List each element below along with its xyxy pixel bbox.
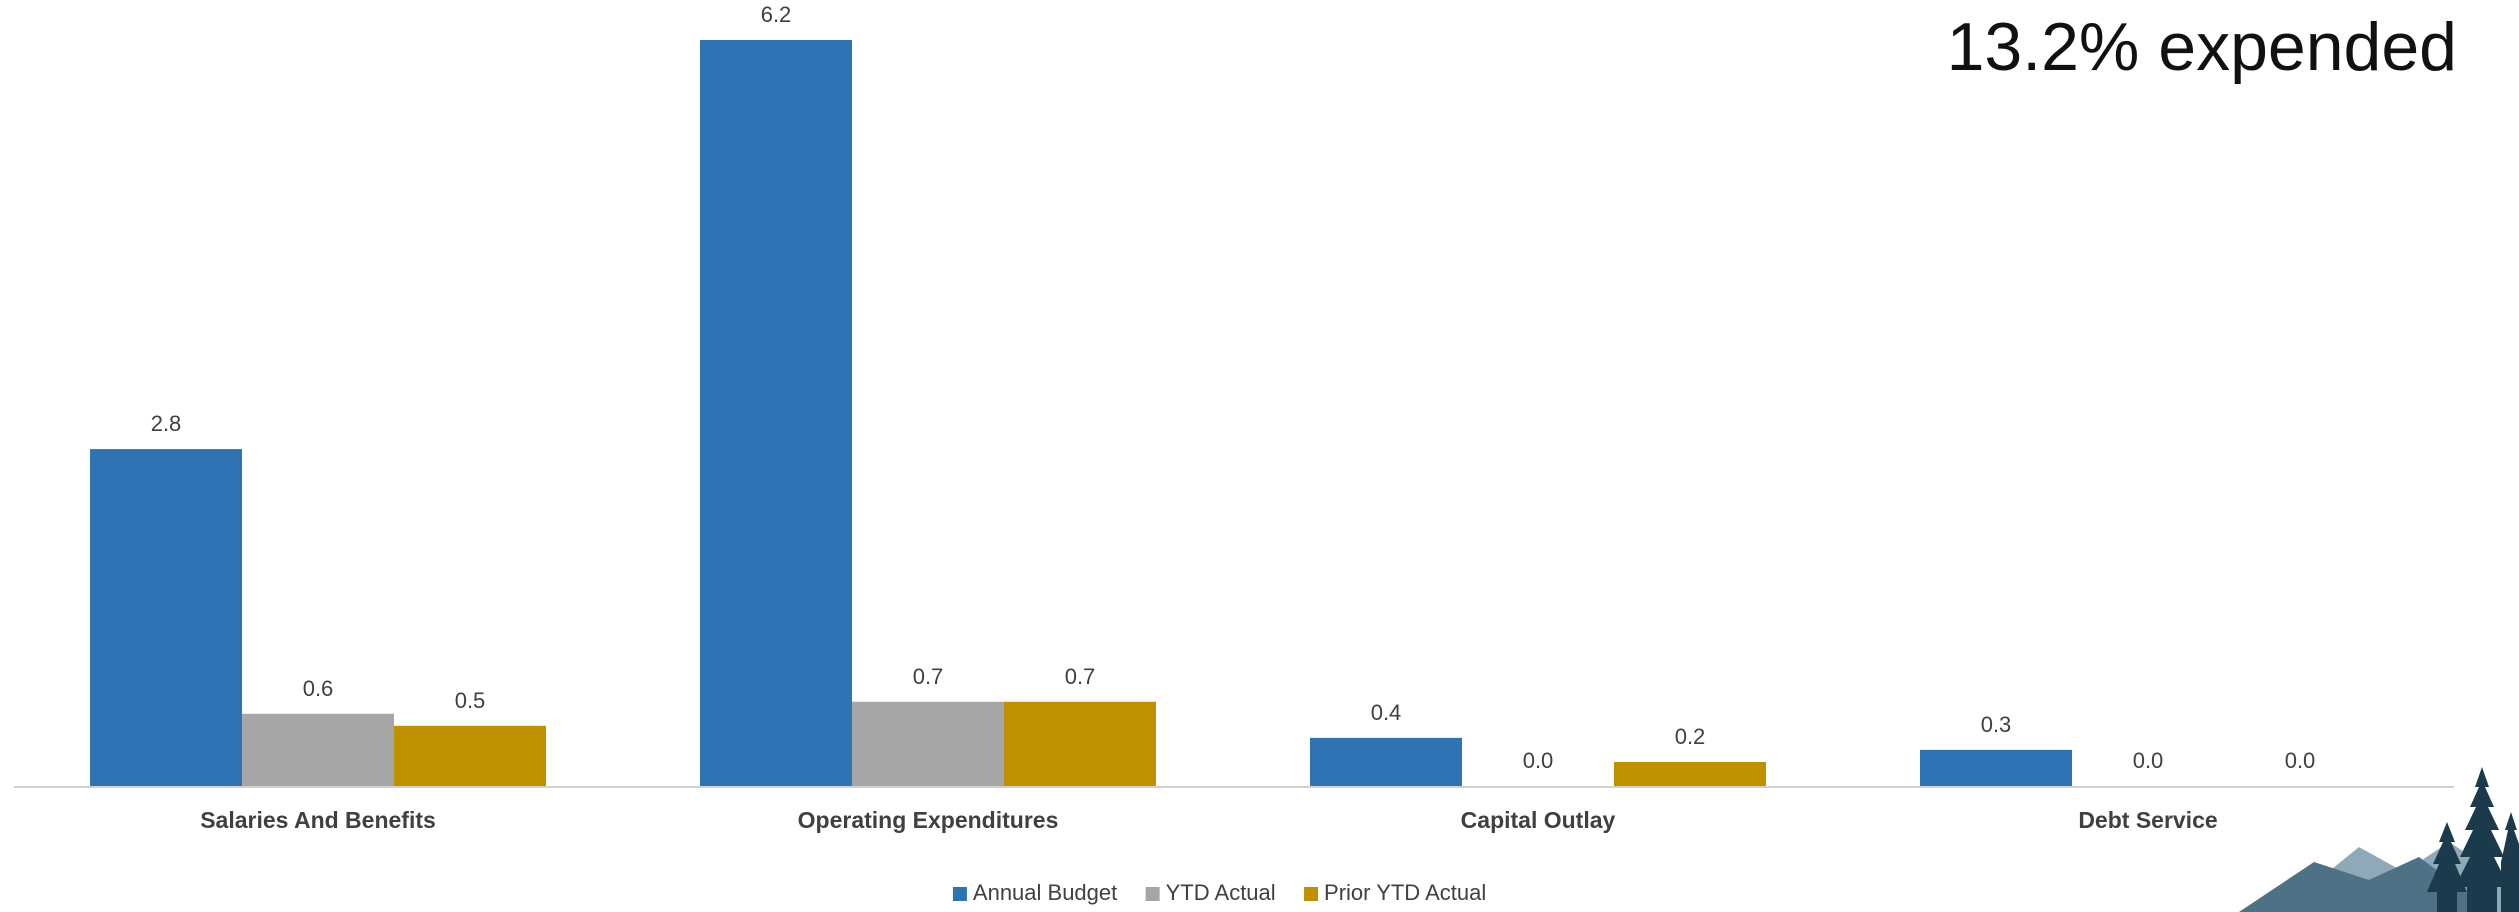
category-label: Debt Service — [2078, 807, 2217, 833]
bar — [700, 40, 852, 786]
bar — [90, 449, 242, 786]
data-label: 0.5 — [455, 688, 486, 713]
logo-small-pine-tree — [2427, 822, 2467, 912]
mountains-and-pine-trees-logo — [2239, 767, 2519, 912]
data-label: 0.6 — [303, 676, 334, 701]
percent-expended-headline: 13.2% expended — [1946, 9, 2457, 85]
legend-swatch — [952, 887, 967, 901]
data-labels-layer: 2.8 0.6 0.5 6.2 0.7 0.7 0.4 0.0 0.2 0.3 0.0 0.0 — [151, 2, 2316, 773]
bar — [242, 713, 394, 786]
category-label: Operating Expenditures — [798, 807, 1059, 833]
data-label: 6.2 — [761, 2, 792, 27]
bar — [394, 725, 546, 786]
legend: Annual Budget YTD Actual Prior YTD Actual — [952, 880, 1486, 905]
data-label: 2.8 — [151, 411, 182, 436]
category-labels-layer: Salaries And Benefits Operating Expenditu… — [200, 807, 2217, 833]
logo-front-mountain — [2239, 857, 2489, 912]
bar — [1004, 701, 1156, 786]
data-label: 0.2 — [1675, 724, 1706, 749]
category-label: Salaries And Benefits — [200, 807, 436, 833]
legend-label: Annual Budget — [973, 880, 1117, 905]
bar — [852, 701, 1004, 786]
category-label: Capital Outlay — [1461, 807, 1616, 833]
legend-swatch — [1145, 887, 1160, 901]
legend-label: Prior YTD Actual — [1324, 880, 1486, 905]
bar — [1310, 737, 1462, 786]
legend-label: YTD Actual — [1166, 880, 1276, 905]
data-label: 0.0 — [2285, 748, 2316, 773]
bar — [1614, 761, 1766, 786]
logo-main-pine-tree — [2455, 767, 2509, 912]
legend-swatch — [1304, 887, 1319, 901]
data-label: 0.7 — [1065, 664, 1096, 689]
bar — [1920, 749, 2072, 786]
data-label: 0.3 — [1981, 712, 2012, 737]
bars-layer — [90, 40, 2072, 786]
data-label: 0.7 — [913, 664, 944, 689]
data-label: 0.0 — [1523, 748, 1554, 773]
data-label: 0.0 — [2133, 748, 2164, 773]
data-label: 0.4 — [1371, 700, 1402, 725]
logo-far-pine-tree — [2501, 812, 2519, 912]
